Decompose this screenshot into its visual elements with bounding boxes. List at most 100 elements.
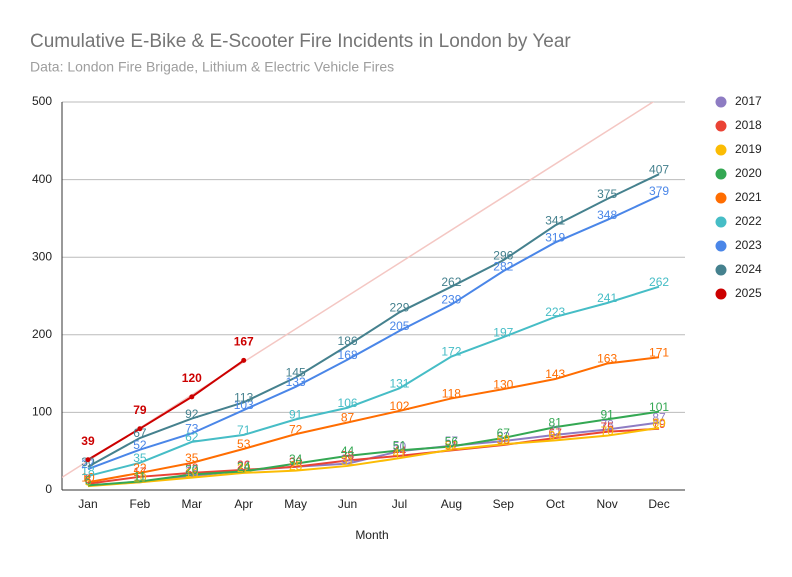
data-label: 35	[185, 451, 199, 465]
data-label: 58	[497, 433, 511, 447]
data-label: 130	[493, 377, 513, 391]
data-label: 75	[600, 420, 614, 434]
data-label: 205	[389, 319, 409, 333]
series-line	[87, 173, 660, 468]
data-label: 168	[338, 348, 358, 362]
data-label: 118	[442, 387, 461, 401]
chart-title: Cumulative E-Bike & E-Scooter Fire Incid…	[30, 31, 571, 52]
x-tick-label: Dec	[648, 497, 669, 511]
point	[241, 357, 247, 363]
data-label: 56	[445, 435, 459, 449]
data-label: 101	[649, 400, 669, 414]
data-label: 27	[81, 457, 95, 471]
legend-label: 2021	[735, 190, 762, 204]
series-line	[87, 194, 660, 470]
data-label: 171	[649, 345, 669, 359]
y-tick-label: 100	[32, 405, 52, 419]
data-label: 143	[545, 367, 565, 381]
y-tick-label: 0	[45, 482, 52, 496]
data-label: 64	[549, 429, 563, 443]
chart-subtitle: Data: London Fire Brigade, Lithium & Ele…	[30, 59, 394, 75]
data-label: 120	[182, 371, 202, 385]
legend-marker	[715, 96, 727, 108]
series-line	[87, 426, 660, 488]
legend-marker	[715, 120, 727, 132]
data-label: 80	[652, 416, 666, 430]
data-label: 407	[649, 162, 669, 176]
data-label: 282	[493, 259, 513, 273]
data-label: 172	[441, 345, 461, 359]
x-tick-label: Mar	[181, 497, 202, 511]
data-label: 87	[341, 411, 355, 425]
data-label: 50	[393, 439, 407, 453]
data-label: 41	[393, 446, 407, 460]
data-label: 81	[549, 415, 563, 429]
data-label: 22	[237, 461, 251, 475]
legend-label: 2019	[735, 142, 762, 156]
x-tick-label: Jun	[338, 497, 357, 511]
data-label: 102	[389, 399, 409, 413]
legend-marker	[715, 192, 727, 204]
legend-marker	[715, 168, 727, 180]
data-label: 57	[445, 434, 459, 448]
data-label: 91	[600, 408, 614, 422]
data-label: 26	[237, 458, 251, 472]
data-label: 87	[652, 411, 666, 425]
x-tick-label: Apr	[234, 497, 253, 511]
data-label: 24	[237, 460, 251, 474]
x-tick-label: Sep	[493, 497, 515, 511]
data-label: 167	[234, 335, 254, 349]
legend-marker	[715, 144, 727, 156]
data-label: 34	[289, 452, 303, 466]
data-label: 229	[389, 300, 409, 314]
data-label: 11	[134, 470, 147, 484]
series-line	[87, 359, 245, 461]
data-label: 5	[85, 474, 92, 488]
data-label: 51	[393, 439, 407, 453]
point	[85, 457, 91, 463]
x-tick-label: Aug	[441, 497, 462, 511]
data-label: 62	[185, 430, 199, 444]
data-label: 197	[493, 325, 513, 339]
y-tick-label: 200	[32, 327, 52, 341]
data-label: 6	[85, 474, 92, 488]
data-label: 31	[341, 454, 355, 468]
x-axis-title: Month	[355, 528, 388, 542]
data-label: 91	[289, 408, 303, 422]
data-label: 22	[185, 461, 199, 475]
x-tick-label: Feb	[130, 497, 151, 511]
data-label: 25	[237, 459, 251, 473]
legend-marker	[715, 288, 727, 300]
data-label: 34	[341, 452, 355, 466]
data-label: 38	[341, 449, 355, 463]
legend-marker	[715, 216, 727, 228]
data-label: 17	[133, 465, 147, 479]
x-tick-label: Nov	[596, 497, 617, 511]
legend-label: 2017	[735, 94, 762, 108]
data-label: 71	[549, 423, 563, 437]
legend-label: 2023	[735, 238, 762, 252]
point	[189, 394, 195, 400]
data-label: 30	[289, 455, 303, 469]
legend-label: 2022	[735, 214, 762, 228]
data-label: 10	[81, 470, 95, 484]
data-label: 348	[597, 208, 617, 222]
data-label: 186	[338, 334, 358, 348]
data-label: 103	[234, 398, 254, 412]
data-label: 44	[341, 444, 355, 458]
data-label: 223	[545, 305, 565, 319]
data-label: 106	[338, 396, 358, 410]
data-label: 63	[497, 429, 511, 443]
data-label: 8	[85, 472, 92, 486]
data-label: 18	[81, 464, 95, 478]
x-tick-label: Jul	[392, 497, 407, 511]
data-label: 10	[133, 470, 147, 484]
y-tick-label: 300	[32, 249, 52, 263]
data-label: 25	[289, 459, 303, 473]
series-line	[87, 427, 660, 485]
data-label: 67	[497, 426, 511, 440]
x-tick-label: Jan	[78, 497, 97, 511]
data-label: 131	[389, 377, 409, 391]
data-label: 30	[289, 455, 303, 469]
